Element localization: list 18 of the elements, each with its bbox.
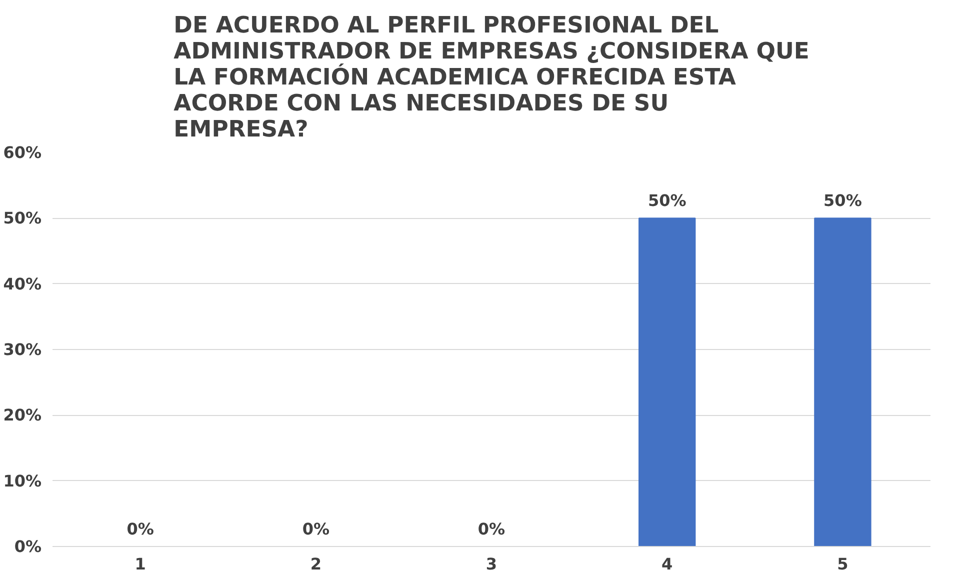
data-label: 0% bbox=[478, 520, 506, 538]
y-tick-label: 50% bbox=[3, 208, 42, 228]
x-tick-label: 1 bbox=[134, 554, 146, 574]
x-tick-label: 4 bbox=[662, 554, 673, 574]
y-tick-label: 0% bbox=[14, 537, 42, 556]
data-label: 50% bbox=[648, 191, 686, 210]
y-tick-label: 40% bbox=[3, 274, 42, 294]
y-tick-label: 30% bbox=[3, 340, 42, 359]
y-tick-label: 10% bbox=[3, 471, 42, 490]
x-tick-label: 5 bbox=[837, 554, 848, 574]
chart-title: DE ACUERDO AL PERFIL PROFESIONAL DEL ADMINISTRADOR DE EMPRESAS ¿CONSIDERA QUE LA FORMACIÓN ACADEMICA OFRECIDA ESTA ACORDE CON LAS NECESIDADES DE SU EMPRESA? bbox=[174, 12, 810, 142]
y-tick-label: 60% bbox=[3, 143, 42, 162]
data-label: 0% bbox=[126, 520, 154, 538]
x-tick-label: 3 bbox=[486, 554, 498, 574]
data-label: 50% bbox=[824, 191, 862, 210]
data-label: 0% bbox=[302, 520, 330, 538]
x-tick-label: 2 bbox=[310, 554, 322, 574]
y-tick-label: 20% bbox=[3, 406, 42, 425]
